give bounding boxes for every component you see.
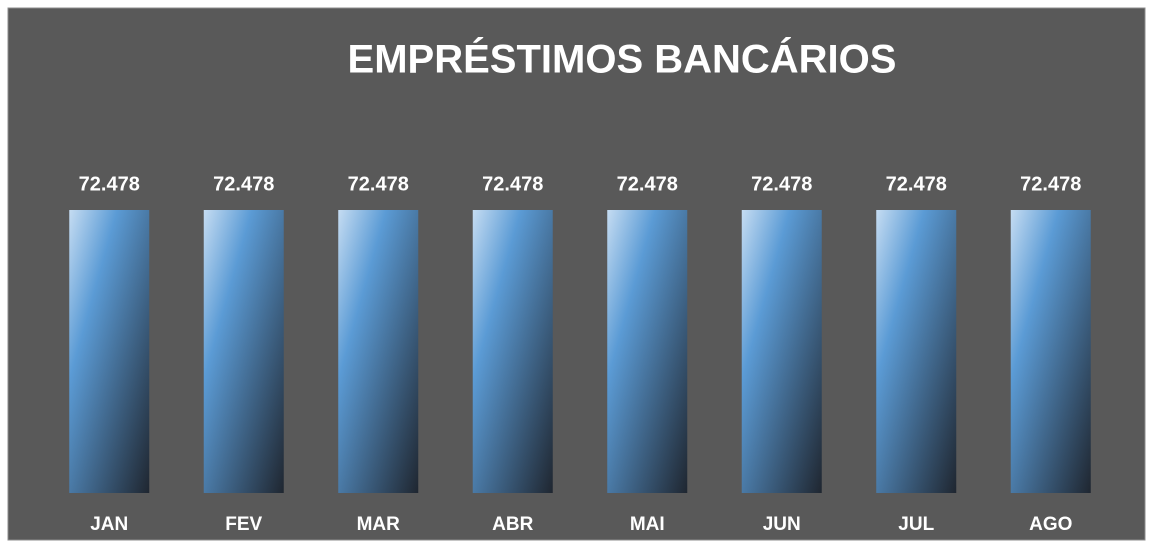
x-tick-label: JUN [763,514,801,535]
value-label: 72.478 [1020,173,1081,195]
bar [69,210,150,493]
value-label: 72.478 [482,173,543,195]
value-label: 72.478 [617,173,678,195]
value-label: 72.478 [213,173,274,195]
bar [338,210,419,493]
bar [607,210,688,493]
x-tick-label: JUL [898,514,934,535]
bar [203,210,284,493]
value-label: 72.478 [79,173,140,195]
x-tick-label: JAN [90,514,128,535]
chart-title: EMPRÉSTIMOS BANCÁRIOS [348,37,897,82]
bar [876,210,957,493]
x-tick-label: AGO [1029,514,1072,535]
x-tick-label: MAI [630,514,665,535]
value-label: 72.478 [886,173,947,195]
x-tick-label: MAR [357,514,401,535]
value-label: 72.478 [348,173,409,195]
bar [1010,210,1091,493]
x-tick-label: FEV [225,514,262,535]
chart-background [7,7,1146,541]
x-tick-label: ABR [492,514,533,535]
bar [741,210,822,493]
bar [472,210,553,493]
value-label: 72.478 [751,173,812,195]
